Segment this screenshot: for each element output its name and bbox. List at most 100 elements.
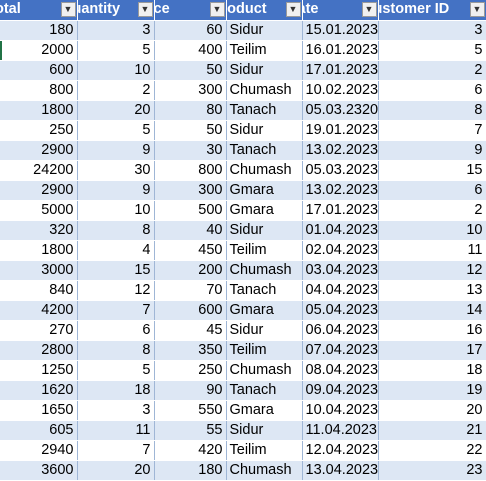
cell-price[interactable]: 550 (154, 400, 227, 421)
cell-price[interactable]: 300 (154, 80, 227, 101)
cell-total[interactable]: 5000 (0, 200, 78, 221)
cell-date[interactable]: 04.04.2023 (302, 280, 379, 301)
cell-quantity[interactable]: 7 (77, 300, 155, 321)
cell-quantity[interactable]: 7 (77, 440, 155, 461)
cell-date[interactable]: 17.01.2023 (302, 200, 379, 221)
cell-date[interactable]: 01.04.2023 (302, 220, 379, 241)
cell-price[interactable]: 450 (154, 240, 227, 261)
cell-total[interactable]: 2800 (0, 340, 78, 361)
cell-date[interactable]: 15.01.2023 (302, 20, 379, 41)
cell-product[interactable]: Chumash (226, 360, 303, 381)
cell-price[interactable]: 80 (154, 100, 227, 121)
column-header-quantity[interactable]: uantity ▼ (77, 0, 155, 21)
cell-price[interactable]: 180 (154, 460, 227, 481)
cell-customer-id[interactable]: 7 (378, 120, 486, 141)
cell-product[interactable]: Gmara (226, 400, 303, 421)
cell-customer-id[interactable]: 12 (378, 260, 486, 281)
cell-total[interactable]: 180 (0, 20, 78, 41)
cell-customer-id[interactable]: 2 (378, 200, 486, 221)
cell-price[interactable]: 50 (154, 60, 227, 81)
cell-customer-id[interactable]: 13 (378, 280, 486, 301)
cell-product[interactable]: Sidur (226, 60, 303, 81)
cell-product[interactable]: Sidur (226, 20, 303, 41)
cell-total[interactable]: 2900 (0, 180, 78, 201)
cell-price[interactable]: 40 (154, 220, 227, 241)
filter-dropdown-icon[interactable]: ▼ (361, 2, 377, 17)
cell-customer-id[interactable]: 19 (378, 380, 486, 401)
cell-total[interactable]: 2940 (0, 440, 78, 461)
cell-product[interactable]: Teilim (226, 240, 303, 261)
cell-total[interactable]: 2000 (0, 40, 78, 61)
cell-quantity[interactable]: 20 (77, 100, 155, 121)
cell-product[interactable]: Chumash (226, 460, 303, 481)
cell-product[interactable]: Teilim (226, 340, 303, 361)
cell-total[interactable]: 2900 (0, 140, 78, 161)
cell-total[interactable]: 1650 (0, 400, 78, 421)
cell-price[interactable]: 500 (154, 200, 227, 221)
cell-customer-id[interactable]: 21 (378, 420, 486, 441)
cell-date[interactable]: 06.04.2023 (302, 320, 379, 341)
cell-date[interactable]: 07.04.2023 (302, 340, 379, 361)
column-header-date[interactable]: ate ▼ (302, 0, 379, 21)
cell-date[interactable]: 12.04.2023 (302, 440, 379, 461)
cell-date[interactable]: 02.04.2023 (302, 240, 379, 261)
filter-dropdown-icon[interactable]: ▼ (209, 2, 225, 17)
cell-date[interactable]: 11.04.2023 (302, 420, 379, 441)
cell-customer-id[interactable]: 23 (378, 460, 486, 481)
filter-dropdown-icon[interactable]: ▼ (469, 2, 485, 17)
cell-price[interactable]: 50 (154, 120, 227, 141)
filter-dropdown-icon[interactable]: ▼ (137, 2, 153, 17)
cell-total[interactable]: 1800 (0, 100, 78, 121)
filter-dropdown-icon[interactable]: ▼ (60, 2, 76, 17)
cell-product[interactable]: Gmara (226, 300, 303, 321)
cell-product[interactable]: Teilim (226, 40, 303, 61)
column-header-product[interactable]: roduct ▼ (226, 0, 303, 21)
cell-customer-id[interactable]: 14 (378, 300, 486, 321)
cell-customer-id[interactable]: 8 (378, 100, 486, 121)
cell-date[interactable]: 16.01.2023 (302, 40, 379, 61)
cell-quantity[interactable]: 9 (77, 180, 155, 201)
cell-customer-id[interactable]: 17 (378, 340, 486, 361)
cell-quantity[interactable]: 8 (77, 340, 155, 361)
cell-total[interactable]: 1250 (0, 360, 78, 381)
cell-quantity[interactable]: 5 (77, 360, 155, 381)
cell-date[interactable]: 05.04.2023 (302, 300, 379, 321)
cell-quantity[interactable]: 18 (77, 380, 155, 401)
cell-product[interactable]: Tanach (226, 380, 303, 401)
cell-price[interactable]: 90 (154, 380, 227, 401)
cell-product[interactable]: Chumash (226, 260, 303, 281)
cell-product[interactable]: Sidur (226, 320, 303, 341)
cell-product[interactable]: Gmara (226, 200, 303, 221)
column-header-price[interactable]: ice ▼ (154, 0, 227, 21)
cell-customer-id[interactable]: 15 (378, 160, 486, 181)
cell-quantity[interactable]: 2 (77, 80, 155, 101)
cell-total[interactable]: 3600 (0, 460, 78, 481)
cell-quantity[interactable]: 10 (77, 200, 155, 221)
cell-price[interactable]: 800 (154, 160, 227, 181)
cell-product[interactable]: Sidur (226, 220, 303, 241)
cell-customer-id[interactable]: 5 (378, 40, 486, 61)
cell-customer-id[interactable]: 6 (378, 180, 486, 201)
cell-date[interactable]: 10.02.2023 (302, 80, 379, 101)
cell-price[interactable]: 250 (154, 360, 227, 381)
cell-total[interactable]: 800 (0, 80, 78, 101)
cell-quantity[interactable]: 15 (77, 260, 155, 281)
cell-quantity[interactable]: 9 (77, 140, 155, 161)
cell-price[interactable]: 30 (154, 140, 227, 161)
cell-quantity[interactable]: 11 (77, 420, 155, 441)
cell-date[interactable]: 03.04.2023 (302, 260, 379, 281)
cell-total[interactable]: 600 (0, 60, 78, 81)
cell-customer-id[interactable]: 22 (378, 440, 486, 461)
cell-date[interactable]: 08.04.2023 (302, 360, 379, 381)
cell-customer-id[interactable]: 6 (378, 80, 486, 101)
cell-price[interactable]: 600 (154, 300, 227, 321)
cell-product[interactable]: Sidur (226, 420, 303, 441)
cell-price[interactable]: 400 (154, 40, 227, 61)
cell-quantity[interactable]: 5 (77, 120, 155, 141)
cell-total[interactable]: 270 (0, 320, 78, 341)
cell-product[interactable]: Teilim (226, 440, 303, 461)
cell-product[interactable]: Sidur (226, 120, 303, 141)
cell-quantity[interactable]: 3 (77, 20, 155, 41)
filter-dropdown-icon[interactable]: ▼ (285, 2, 301, 17)
cell-price[interactable]: 350 (154, 340, 227, 361)
